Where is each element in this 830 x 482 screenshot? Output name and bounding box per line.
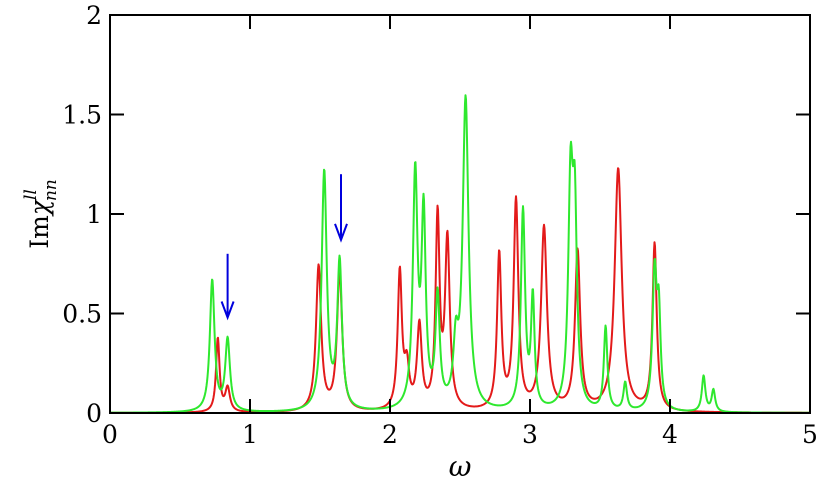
tick-layer: 0 1 2 3 4 5 0 0.5 1 1.5 2 <box>62 1 818 449</box>
annotation-arrow-1 <box>220 253 235 321</box>
y-axis-label-superscript: ll <box>21 189 41 200</box>
y-tick-label: 1 <box>86 200 102 229</box>
y-tick-label: 1.5 <box>62 101 102 130</box>
x-tick-label: 3 <box>522 420 538 449</box>
x-tick-label: 1 <box>242 420 258 449</box>
x-tick-label: 0 <box>102 420 118 449</box>
x-tick-label: 5 <box>802 420 818 449</box>
y-tick-label: 2 <box>86 1 102 30</box>
x-axis-label: ω <box>449 450 472 482</box>
y-axis-label: Imχllnn <box>21 179 61 249</box>
y-tick-label: 0.5 <box>62 300 102 329</box>
y-axis-label-subscript: nn <box>41 179 61 201</box>
series-line-2 <box>109 94 811 414</box>
x-tick-label: 4 <box>662 420 678 449</box>
y-axis-label-prefix: Im <box>25 215 54 249</box>
annotation-layer <box>220 174 348 321</box>
series-layer <box>109 94 811 414</box>
series-line-1 <box>109 167 811 414</box>
y-axis-label-symbol: χ <box>25 198 54 217</box>
x-tick-label: 2 <box>382 420 398 449</box>
y-tick-label: 0 <box>86 399 102 428</box>
annotation-arrow-2 <box>334 174 348 243</box>
